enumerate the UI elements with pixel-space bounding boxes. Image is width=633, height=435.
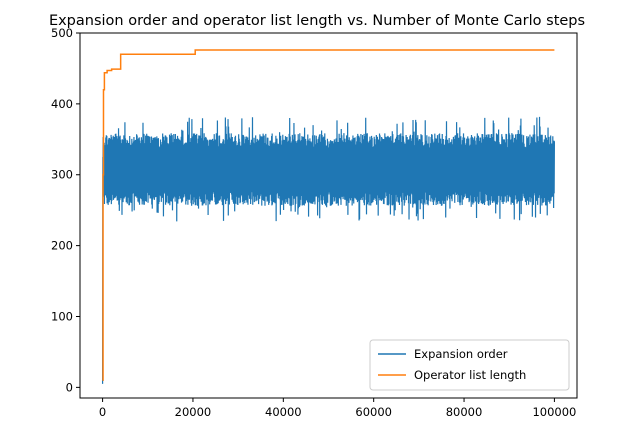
y-tick-label: 0 xyxy=(66,380,73,394)
series-line-expansion-order xyxy=(101,116,556,384)
series-line-operator-list-length xyxy=(102,49,555,382)
y-tick-label: 500 xyxy=(51,26,73,40)
x-tick-label: 40000 xyxy=(265,405,302,419)
x-axis: 0 20000 40000 60000 80000 100000 xyxy=(99,398,576,419)
chart-title: Expansion order and operator list length… xyxy=(49,13,585,29)
y-tick-label: 200 xyxy=(51,239,73,253)
y-axis: 0 100 200 300 400 500 xyxy=(51,26,80,394)
legend-box xyxy=(369,339,570,391)
x-tick-label: 100000 xyxy=(532,405,576,419)
x-tick-label: 80000 xyxy=(446,405,483,419)
legend-label: Expansion order xyxy=(414,347,508,361)
legend-label: Operator list length xyxy=(414,368,526,382)
series-layer xyxy=(101,49,556,384)
y-tick-label: 400 xyxy=(51,97,73,111)
legend: Expansion order Operator list length xyxy=(369,339,570,391)
x-tick-label: 60000 xyxy=(355,405,392,419)
x-tick-label: 20000 xyxy=(175,405,212,419)
y-tick-label: 100 xyxy=(51,309,73,323)
y-tick-label: 300 xyxy=(51,168,73,182)
x-tick-label: 0 xyxy=(99,405,106,419)
plot-frame xyxy=(79,32,578,399)
